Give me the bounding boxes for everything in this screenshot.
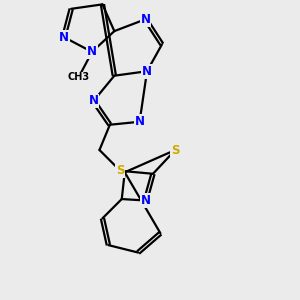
Text: N: N (88, 94, 98, 107)
Text: N: N (59, 31, 69, 44)
Text: S: S (171, 143, 179, 157)
Text: N: N (87, 45, 97, 58)
Text: N: N (140, 13, 151, 26)
Text: N: N (142, 65, 152, 78)
Text: CH3: CH3 (68, 72, 90, 82)
Text: N: N (135, 115, 145, 128)
Text: S: S (116, 164, 124, 177)
Text: N: N (140, 194, 151, 207)
